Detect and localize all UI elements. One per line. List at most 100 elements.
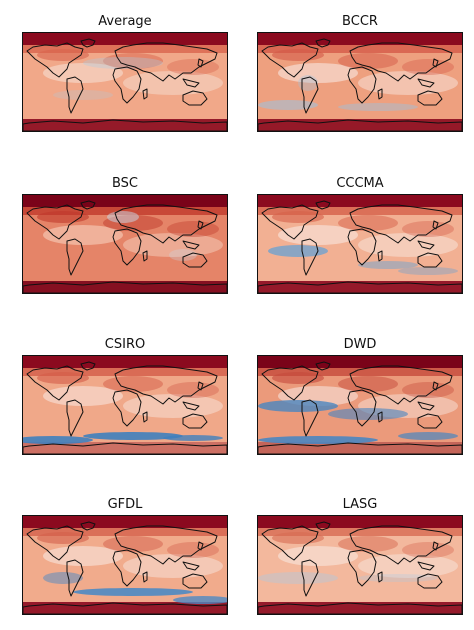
- panel-title: BCCR: [342, 14, 378, 29]
- coastline: [197, 220, 204, 230]
- coastline: [80, 200, 96, 210]
- coastline: [112, 66, 142, 104]
- anomaly-field: [23, 356, 227, 454]
- coastline: [432, 541, 439, 551]
- coastline: [26, 204, 84, 240]
- world-map: [22, 355, 228, 455]
- anomaly-field: [258, 516, 462, 614]
- coastline: [347, 549, 377, 587]
- coastline: [66, 76, 84, 114]
- coastline: [377, 571, 383, 583]
- coastline: [197, 541, 204, 551]
- coastline: [182, 401, 200, 411]
- coastline: [261, 42, 319, 78]
- coastline: [66, 399, 84, 437]
- coastline: [142, 571, 148, 583]
- coastline: [112, 228, 142, 266]
- anomaly-field: [23, 33, 227, 131]
- coastline: [182, 573, 208, 589]
- coastline: [182, 252, 208, 268]
- coastline: [66, 559, 84, 597]
- anomaly-field: [23, 195, 227, 293]
- coastline: [347, 228, 377, 266]
- coastline: [23, 119, 227, 131]
- coastline: [261, 365, 319, 401]
- coastline: [301, 399, 319, 437]
- coastline: [347, 389, 377, 427]
- coastline: [301, 76, 319, 114]
- coastline: [26, 365, 84, 401]
- coastline: [142, 88, 148, 100]
- coastline: [258, 119, 462, 131]
- anomaly-field: [258, 195, 462, 293]
- coastline: [197, 381, 204, 391]
- coastline: [26, 42, 84, 78]
- coastline: [347, 66, 377, 104]
- coastline: [301, 238, 319, 276]
- coastline: [417, 90, 443, 106]
- coastline: [23, 602, 227, 614]
- coastline: [377, 250, 383, 262]
- coastline: [114, 365, 218, 405]
- coastline: [80, 521, 96, 531]
- coastline: [258, 281, 462, 293]
- coastline: [349, 365, 453, 405]
- coastline: [26, 525, 84, 561]
- coastline: [417, 252, 443, 268]
- coastline: [315, 38, 331, 48]
- coastline: [349, 42, 453, 82]
- panel-title: DWD: [343, 337, 377, 352]
- coastline: [182, 78, 200, 88]
- coastline: [182, 561, 200, 571]
- coastline: [114, 42, 218, 82]
- coastline: [315, 200, 331, 210]
- coastline: [142, 250, 148, 262]
- coastline: [417, 78, 435, 88]
- coastline: [432, 381, 439, 391]
- coastline: [417, 573, 443, 589]
- coastline: [417, 240, 435, 250]
- coastline: [112, 389, 142, 427]
- coastline: [417, 561, 435, 571]
- coastline: [114, 204, 218, 244]
- panel-title: CCCMA: [336, 176, 384, 191]
- panel-title: LASG: [342, 497, 378, 512]
- coastline: [182, 240, 200, 250]
- coastline: [377, 411, 383, 423]
- panel-title: BSC: [111, 176, 139, 191]
- coastline: [349, 525, 453, 565]
- coastline: [261, 525, 319, 561]
- coastline: [258, 442, 462, 454]
- world-map: [257, 355, 463, 455]
- world-map: [22, 194, 228, 294]
- world-map: [257, 515, 463, 615]
- coastline: [182, 90, 208, 106]
- coastline: [417, 413, 443, 429]
- coastline: [66, 238, 84, 276]
- coastline: [23, 442, 227, 454]
- coastline: [301, 559, 319, 597]
- coastline: [80, 38, 96, 48]
- coastline: [114, 525, 218, 565]
- coastline: [432, 58, 439, 68]
- coastline: [417, 401, 435, 411]
- coastline: [197, 58, 204, 68]
- panel-title: GFDL: [107, 497, 143, 512]
- coastline: [315, 521, 331, 531]
- coastline: [182, 413, 208, 429]
- coastline: [142, 411, 148, 423]
- coastline: [315, 361, 331, 371]
- coastline: [80, 361, 96, 371]
- world-map: [257, 194, 463, 294]
- world-map: [22, 515, 228, 615]
- anomaly-field: [258, 356, 462, 454]
- coastline: [23, 281, 227, 293]
- coastline: [349, 204, 453, 244]
- coastline: [258, 602, 462, 614]
- anomaly-field: [258, 33, 462, 131]
- anomaly-field: [23, 516, 227, 614]
- panel-title: CSIRO: [104, 337, 146, 352]
- coastline: [432, 220, 439, 230]
- coastline: [261, 204, 319, 240]
- coastline: [377, 88, 383, 100]
